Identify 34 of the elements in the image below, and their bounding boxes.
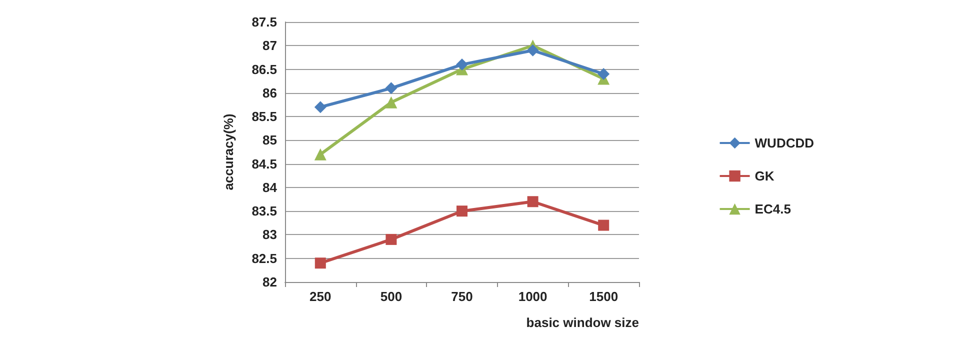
x-tick-label: 1000 xyxy=(518,289,548,304)
y-tick-label: 83.5 xyxy=(252,204,277,219)
point xyxy=(385,82,398,94)
x-tick-label: 1500 xyxy=(589,289,618,304)
point xyxy=(598,220,610,231)
legend-label: WUDCDD xyxy=(754,136,814,150)
x-tick-label: 750 xyxy=(451,289,473,304)
point xyxy=(598,68,610,80)
y-tick-label: 86.5 xyxy=(252,62,277,77)
y-axis-title: accuracy(%) xyxy=(221,114,236,190)
point xyxy=(456,206,468,217)
x-tick-label: 250 xyxy=(310,289,332,304)
legend-label: EC4.5 xyxy=(754,202,791,216)
point xyxy=(386,234,397,245)
point xyxy=(456,58,468,71)
y-tick-label: 86 xyxy=(262,85,277,100)
y-tick-label: 82 xyxy=(262,274,277,290)
point xyxy=(527,196,538,208)
y-tick-label: 82.5 xyxy=(252,250,277,266)
y-tick-label: 85.5 xyxy=(252,109,277,124)
y-tick-label: 83 xyxy=(262,227,277,242)
y-tick-label: 87.5 xyxy=(252,14,277,30)
point xyxy=(314,148,326,160)
y-tick-label: 87 xyxy=(262,38,277,54)
x-axis-title: basic window size xyxy=(526,315,639,330)
y-tick-label: 84.5 xyxy=(252,156,277,172)
point xyxy=(526,44,539,56)
legend-label: GK xyxy=(754,168,775,184)
x-tick-label: 500 xyxy=(380,289,402,304)
y-tick-label: 84 xyxy=(262,180,278,195)
point xyxy=(385,96,398,108)
y-tick-label: 85 xyxy=(262,132,277,148)
point xyxy=(314,101,326,114)
point xyxy=(314,258,326,269)
